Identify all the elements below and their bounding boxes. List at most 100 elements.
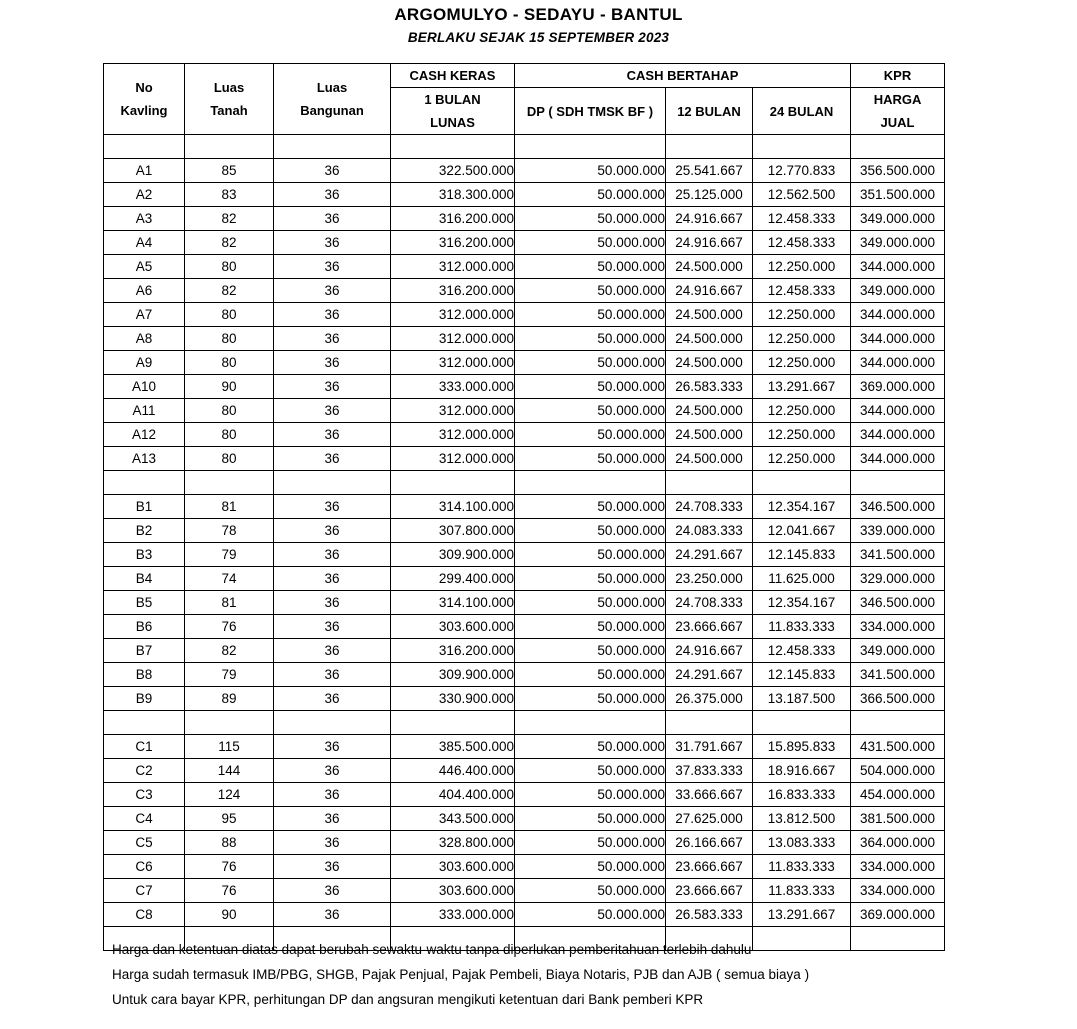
cell-luas-bangunan: 36 [273,854,391,879]
cell-luas-bangunan: 36 [273,398,391,423]
cell-24-bulan: 13.812.500 [751,806,852,831]
cell-no-kavling: A12 [103,422,185,447]
cell-cash-keras: 303.600.000 [390,614,515,639]
cell-no-kavling: C3 [103,782,185,807]
cell-luas-bangunan: 36 [273,902,391,927]
header-row-sub: 1 BULAN LUNAS DP ( SDH TMSK BF ) 12 BULA… [104,87,946,135]
header-row-group: No Kavling Luas Tanah Luas Bangunan CASH… [103,63,946,135]
cell-no-kavling: B9 [103,686,185,711]
spacer-cell [665,134,753,159]
cell-dp: 50.000.000 [514,278,666,303]
spacer-cell [103,710,185,735]
spacer-cell [665,710,753,735]
cell-luas-bangunan: 36 [273,542,391,567]
header-luas-bangunan: Luas Bangunan [273,63,391,135]
cell-12-bulan: 33.666.667 [665,782,753,807]
header-no-kavling-line2: Kavling [120,103,168,118]
spacer-cell [103,470,185,495]
cell-dp: 50.000.000 [514,686,666,711]
table-row: B7 82 36 316.200.000 50.000.000 24.916.667 12.… [103,638,946,663]
cell-harga-jual: 369.000.000 [850,374,946,399]
cell-dp: 50.000.000 [514,638,666,663]
table-row: A7 80 36 312.000.000 50.000.000 24.500.000 12.… [103,302,946,327]
cell-luas-tanah: 80 [184,422,274,447]
cell-dp: 50.000.000 [514,182,666,207]
header-12-bulan: 12 BULAN [665,87,753,135]
cell-harga-jual: 341.500.000 [850,662,946,687]
cell-harga-jual: 344.000.000 [850,398,946,423]
cell-no-kavling: A4 [103,230,185,255]
header-satu-bulan-line2: LUNAS [430,115,475,130]
table-row: A2 83 36 318.300.000 50.000.000 25.125.000 12.… [103,182,946,207]
header-cash-keras-group: CASH KERAS [390,63,515,88]
cell-12-bulan: 26.375.000 [665,686,753,711]
cell-luas-bangunan: 36 [273,494,391,519]
cell-luas-bangunan: 36 [273,782,391,807]
cell-harga-jual: 364.000.000 [850,830,946,855]
cell-luas-tanah: 144 [184,758,274,783]
spacer-cell [390,134,515,159]
table-row: C1 115 36 385.500.000 50.000.000 31.791.667 15… [103,734,946,759]
cell-12-bulan: 37.833.333 [665,758,753,783]
spacer-cell [751,134,852,159]
cell-harga-jual: 381.500.000 [850,806,946,831]
header-satu-bulan-line1: 1 BULAN [424,92,481,107]
price-table: No Kavling Luas Tanah Luas Bangunan CASH… [103,63,946,951]
cell-dp: 50.000.000 [514,446,666,471]
cell-12-bulan: 24.083.333 [665,518,753,543]
cell-dp: 50.000.000 [514,902,666,927]
cell-dp: 50.000.000 [514,254,666,279]
cell-cash-keras: 312.000.000 [390,398,515,423]
cell-cash-keras: 333.000.000 [390,902,515,927]
cell-24-bulan: 12.250.000 [751,254,852,279]
cell-no-kavling: C4 [103,806,185,831]
header-harga-jual-line1: HARGA [873,92,922,107]
cell-cash-keras: 303.600.000 [390,878,515,903]
spacer-cell [390,926,515,951]
cell-cash-keras: 312.000.000 [390,446,515,471]
cell-12-bulan: 24.708.333 [665,590,753,615]
table-row: A9 80 36 312.000.000 50.000.000 24.500.000 12.… [103,350,946,375]
table-row: B5 81 36 314.100.000 50.000.000 24.708.333 12.… [103,590,946,615]
cell-no-kavling: C8 [103,902,185,927]
cell-cash-keras: 314.100.000 [390,494,515,519]
cell-dp: 50.000.000 [514,494,666,519]
cell-luas-tanah: 82 [184,278,274,303]
cell-12-bulan: 25.125.000 [665,182,753,207]
cell-24-bulan: 11.833.333 [751,854,852,879]
header-cash-bertahap-group: CASH BERTAHAP [513,63,852,88]
cell-12-bulan: 24.916.667 [665,206,753,231]
cell-24-bulan: 12.250.000 [751,350,852,375]
cell-no-kavling: C6 [103,854,185,879]
cell-dp: 50.000.000 [514,158,666,183]
spacer-cell [751,926,852,951]
header-no-kavling: No Kavling [103,63,185,135]
header-luas-tanah-line2: Tanah [210,103,248,118]
cell-12-bulan: 26.583.333 [665,902,753,927]
cell-no-kavling: A1 [103,158,185,183]
cell-luas-tanah: 85 [184,158,274,183]
cell-24-bulan: 12.250.000 [751,326,852,351]
cell-luas-bangunan: 36 [273,206,391,231]
table-spacer-row [103,470,946,495]
footer-note-line: Harga dan ketentuan diatas dapat berubah… [112,942,752,957]
cell-dp: 50.000.000 [514,758,666,783]
cell-cash-keras: 312.000.000 [390,350,515,375]
table-spacer-row [103,926,946,951]
cell-12-bulan: 24.916.667 [665,638,753,663]
table-row: B2 78 36 307.800.000 50.000.000 24.083.333 12.… [103,518,946,543]
cell-dp: 50.000.000 [514,422,666,447]
cell-harga-jual: 346.500.000 [850,494,946,519]
spacer-cell [665,470,753,495]
cell-no-kavling: A10 [103,374,185,399]
table-body: A1 85 36 322.500.000 50.000.000 25.541.667 12.… [103,134,946,951]
cell-dp: 50.000.000 [514,878,666,903]
cell-harga-jual: 351.500.000 [850,182,946,207]
cell-luas-tanah: 76 [184,614,274,639]
cell-no-kavling: B2 [103,518,185,543]
cell-dp: 50.000.000 [514,590,666,615]
cell-cash-keras: 309.900.000 [390,542,515,567]
spacer-cell [390,470,515,495]
cell-24-bulan: 12.458.333 [751,638,852,663]
cell-no-kavling: A3 [103,206,185,231]
